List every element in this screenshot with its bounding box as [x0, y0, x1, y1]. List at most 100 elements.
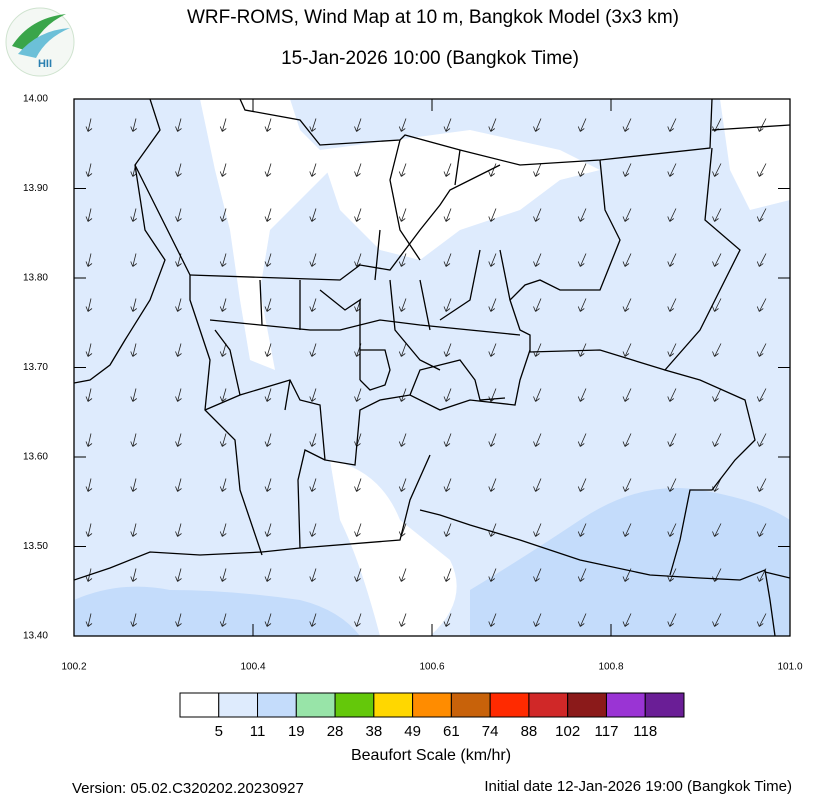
- wind-arrow: [756, 523, 767, 537]
- wind-arrow: [85, 343, 93, 357]
- wind-arrow: [533, 478, 542, 492]
- wind-arrow: [175, 163, 182, 177]
- wind-arrow: [577, 433, 587, 447]
- wind-arrow: [443, 388, 452, 402]
- wind-arrow: [219, 118, 227, 132]
- wind-arrow: [219, 613, 227, 627]
- x-tick-label: 100.8: [598, 662, 623, 673]
- colorbar-label: 88: [521, 723, 538, 740]
- colorbar: 5 11 19 28 38 49 61 74 88 102 117 118: [179, 692, 685, 740]
- wind-arrow: [756, 478, 767, 492]
- colorbar-swatch: [218, 692, 259, 718]
- wind-arrow: [309, 163, 317, 177]
- wind-arrow: [264, 613, 272, 627]
- coastline: [74, 454, 790, 636]
- wind-arrow: [309, 478, 317, 492]
- province-boundary: [239, 99, 713, 166]
- wind-arrow: [667, 253, 677, 267]
- breeze-zone: [470, 488, 790, 636]
- wind-arrow: [756, 298, 767, 312]
- wind-arrow: [85, 523, 93, 537]
- colorbar-swatch: [528, 692, 569, 718]
- wind-arrow: [712, 163, 722, 177]
- wind-arrow: [354, 613, 362, 627]
- wind-arrow: [354, 523, 362, 537]
- wind-arrow: [309, 388, 317, 402]
- wind-arrow: [488, 433, 497, 447]
- y-tick-label: 14.00: [23, 94, 48, 105]
- wind-arrow: [443, 433, 452, 447]
- wind-arrow: [85, 388, 93, 402]
- wind-arrow: [219, 433, 227, 447]
- wind-arrow: [756, 343, 767, 357]
- wind-arrow: [488, 208, 497, 222]
- y-tick-label: 13.40: [23, 631, 48, 642]
- wind-arrow: [622, 163, 632, 177]
- colorbar-swatch: [450, 692, 491, 718]
- wind-arrow: [443, 208, 452, 222]
- wind-arrow: [622, 118, 632, 132]
- map-title: WRF-ROMS, Wind Map at 10 m, Bangkok Mode…: [187, 7, 679, 28]
- wind-arrow: [309, 208, 317, 222]
- wind-arrow: [175, 208, 182, 222]
- colorbar-label: 11: [250, 723, 266, 740]
- colorbar-swatch: [257, 692, 297, 718]
- map-subtitle: 15-Jan-2026 10:00 (Bangkok Time): [281, 48, 579, 69]
- province-boundary: [663, 147, 756, 576]
- wind-arrow: [488, 253, 497, 267]
- wind-arrow: [712, 388, 722, 402]
- wind-arrow: [443, 523, 452, 537]
- calm-zone: [320, 130, 600, 260]
- wind-arrow: [309, 433, 317, 447]
- wind-arrow: [577, 478, 587, 492]
- wind-arrow: [264, 298, 272, 312]
- logo-swoosh: [12, 14, 66, 52]
- wind-arrow: [667, 433, 677, 447]
- wind-arrow: [488, 523, 497, 537]
- wind-arrow: [130, 388, 137, 402]
- wind-arrow: [175, 118, 182, 132]
- wind-arrow: [533, 298, 542, 312]
- wind-arrow: [309, 118, 317, 132]
- colorbar-label: 117: [595, 723, 619, 740]
- wind-arrow: [533, 388, 542, 402]
- wind-arrow: [622, 613, 632, 627]
- wind-arrows: [85, 118, 767, 627]
- wind-arrow: [577, 568, 587, 582]
- wind-arrow: [622, 433, 632, 447]
- wind-arrow: [219, 208, 227, 222]
- y-tick-label: 13.70: [23, 362, 48, 373]
- wind-arrow: [622, 523, 632, 537]
- wind-arrow: [130, 343, 137, 357]
- wind-arrow: [533, 118, 542, 132]
- wind-arrow: [577, 253, 587, 267]
- wind-arrow: [398, 343, 407, 357]
- wind-arrow: [667, 118, 677, 132]
- wind-arrow: [85, 298, 93, 312]
- province-boundary: [134, 164, 263, 556]
- wind-arrow: [577, 613, 587, 627]
- wind-arrow: [622, 388, 632, 402]
- wind-arrow: [443, 343, 452, 357]
- wind-arrow: [309, 298, 317, 312]
- x-tick-label: 101.0: [777, 662, 802, 673]
- wind-arrow: [219, 298, 227, 312]
- wind-arrow: [533, 523, 542, 537]
- wind-arrow: [398, 478, 407, 492]
- wind-arrow: [577, 208, 587, 222]
- wind-arrow: [443, 253, 452, 267]
- wind-arrow: [354, 163, 362, 177]
- district-boundary: [214, 329, 506, 411]
- wind-arrow: [354, 568, 362, 582]
- colorbar-label: 19: [288, 723, 305, 740]
- wind-arrow: [130, 478, 137, 492]
- colorbar-label: 102: [555, 723, 580, 740]
- colorbar-swatch: [179, 692, 220, 718]
- wind-arrow: [309, 613, 317, 627]
- wind-arrow: [756, 208, 767, 222]
- colorbar-swatch: [334, 692, 375, 718]
- wind-arrow: [667, 208, 677, 222]
- wind-arrow: [488, 613, 497, 627]
- wind-arrow: [667, 163, 677, 177]
